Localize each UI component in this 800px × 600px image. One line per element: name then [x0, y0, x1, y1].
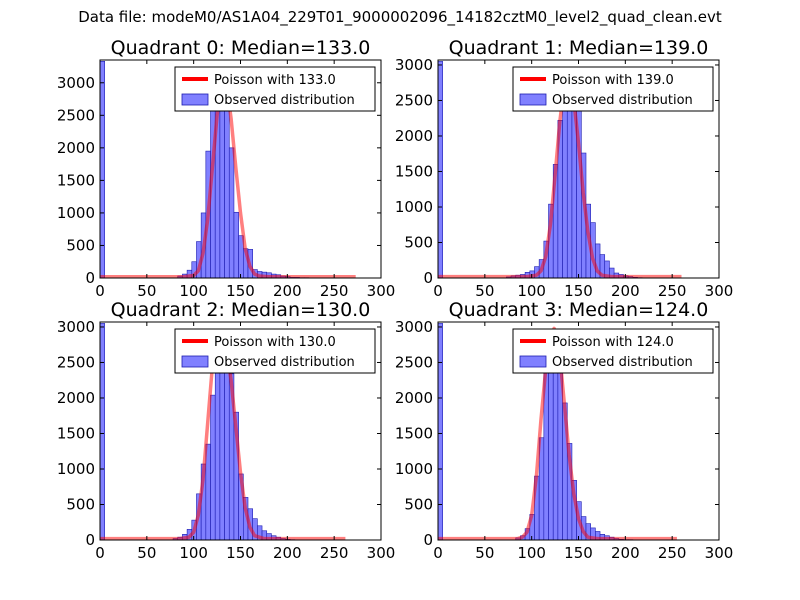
quadrant-0-legend: Poisson with 133.0 Observed distribution [174, 66, 376, 112]
quadrant-3-xtick-label: 300 [705, 544, 734, 562]
quadrant-1-title: Quadrant 1: Median=139.0 [449, 37, 709, 59]
quadrant-0-ytick-label: 1000 [57, 204, 95, 222]
quadrant-3-title: Quadrant 3: Median=124.0 [449, 299, 709, 321]
quadrant-2-legend-bar-label: Observed distribution [214, 355, 355, 370]
quadrant-3-xtick-label: 250 [658, 544, 687, 562]
quadrant-1-ytick-label: 0 [423, 269, 433, 287]
quadrant-2-xtick-label: 300 [367, 544, 396, 562]
quadrant-2-bar [210, 394, 216, 540]
quadrant-3-ytick-label: 1500 [395, 424, 433, 442]
quadrant-0-ytick-label: 3000 [57, 74, 95, 92]
quadrant-2-xtick-label: 150 [226, 544, 255, 562]
quadrant-0-xtick-label: 150 [226, 282, 255, 300]
quadrant-2-ytick-label: 1000 [57, 460, 95, 478]
quadrant-1-xtick-label: 50 [475, 282, 494, 300]
quadrant-0-xtick-label: 250 [320, 282, 349, 300]
quadrant-3-ytick-label: 0 [423, 531, 433, 549]
quadrant-1-ytick-label: 3000 [395, 56, 433, 74]
quadrant-3-chart: 0 50 100 150 200 250 3000500100015002000250030… [395, 299, 734, 562]
quadrant-2-xtick-label: 250 [320, 544, 349, 562]
quadrant-3-ytick-label: 500 [404, 495, 433, 513]
quadrant-2-legend-line-label: Poisson with 130.0 [214, 335, 336, 350]
quadrant-3-xtick-label: 50 [475, 544, 494, 562]
quadrant-1-bar [438, 61, 443, 278]
quadrant-0-legend-bar-label: Observed distribution [214, 93, 355, 108]
quadrant-3-legend-line-label: Poisson with 124.0 [552, 335, 674, 350]
quadrant-0-ytick-label: 0 [85, 269, 95, 287]
quadrant-3-ytick-label: 3000 [395, 318, 433, 336]
quadrant-0-xtick-label: 50 [137, 282, 156, 300]
quadrant-3-xtick-label: 0 [433, 544, 443, 562]
quadrant-1-legend-bar-swatch [519, 93, 547, 106]
quadrant-0-bar [228, 147, 235, 278]
quadrant-0-xtick-label: 300 [367, 282, 396, 300]
quadrant-2-bar [205, 443, 211, 540]
quadrant-1-xtick-label: 300 [705, 282, 734, 300]
quadrant-1-ytick-label: 2000 [395, 127, 433, 145]
quadrant-1-ytick-label: 2500 [395, 91, 433, 109]
quadrant-2-ytick-label: 2500 [57, 353, 95, 371]
quadrant-1-xtick-label: 200 [611, 282, 640, 300]
quadrant-1-xtick-label: 0 [433, 282, 443, 300]
quadrant-2-legend: Poisson with 130.0 Observed distribution [174, 328, 376, 374]
quadrant-1-legend: Poisson with 139.0 Observed distribution [512, 66, 714, 112]
quadrant-2-ytick-label: 1500 [57, 424, 95, 442]
quadrant-2-ytick-label: 2000 [57, 389, 95, 407]
quadrant-3-bar [438, 323, 443, 540]
quadrant-2-chart: 0 50 100 150 200 250 3000500100015002000250030… [57, 299, 396, 562]
quadrant-1-xtick-label: 100 [517, 282, 546, 300]
quadrant-2-bar [214, 356, 221, 540]
quadrant-0-bar [224, 98, 230, 278]
quadrant-1-xtick-label: 150 [564, 282, 593, 300]
quadrant-2-xtick-label: 0 [95, 544, 105, 562]
quadrant-2-title: Quadrant 2: Median=130.0 [111, 299, 371, 321]
quadrant-0-xtick-label: 200 [273, 282, 302, 300]
quadrant-0-chart: 0 50 100 150 200 250 3000500100015002000250030… [57, 37, 396, 300]
quadrant-3-legend-bar-swatch [519, 355, 547, 368]
quadrant-3-ytick-label: 1000 [395, 460, 433, 478]
quadrant-0-legend-bar-swatch [181, 93, 209, 106]
quadrant-2-ytick-label: 0 [85, 531, 95, 549]
quadrant-1-chart: 0 50 100 150 200 250 3000500100015002000250030… [395, 37, 734, 300]
quadrant-3-ytick-label: 2500 [395, 353, 433, 371]
quadrant-2-bar [100, 323, 105, 540]
quadrant-3-legend-bar-label: Observed distribution [552, 355, 693, 370]
quadrant-0-title: Quadrant 0: Median=133.0 [111, 37, 371, 59]
quadrant-0-ytick-label: 2000 [57, 139, 95, 157]
quadrant-2-xtick-label: 200 [273, 544, 302, 562]
quadrant-0-ytick-label: 2500 [57, 106, 95, 124]
quadrant-0-ytick-label: 500 [66, 236, 95, 254]
quadrant-2-xtick-label: 50 [137, 544, 156, 562]
quadrant-1-bar [562, 94, 568, 278]
quadrant-3-xtick-label: 200 [611, 544, 640, 562]
quadrant-1-ytick-label: 500 [404, 233, 433, 251]
quadrant-1-legend-bar-label: Observed distribution [552, 93, 693, 108]
figure-suptitle: Data file: modeM0/AS1A04_229T01_90000020… [78, 8, 722, 26]
quadrant-0-xtick-label: 100 [179, 282, 208, 300]
quadrant-0-legend-line-label: Poisson with 133.0 [214, 73, 336, 88]
quadrant-3-ytick-label: 2000 [395, 389, 433, 407]
quadrant-1-ytick-label: 1000 [395, 198, 433, 216]
quadrant-3-legend: Poisson with 124.0 Observed distribution [512, 328, 714, 374]
quadrant-0-bar [233, 211, 239, 278]
quadrant-3-xtick-label: 100 [517, 544, 546, 562]
quadrant-1-ytick-label: 1500 [395, 162, 433, 180]
quadrant-1-legend-line-label: Poisson with 139.0 [552, 73, 674, 88]
quadrant-2-ytick-label: 500 [66, 495, 95, 513]
quadrant-2-xtick-label: 100 [179, 544, 208, 562]
quadrant-2-bar [224, 347, 230, 540]
quadrant-2-legend-bar-swatch [181, 355, 209, 368]
quadrant-3-xtick-label: 150 [564, 544, 593, 562]
quadrant-0-ytick-label: 1500 [57, 171, 95, 189]
quadrant-2-ytick-label: 3000 [57, 318, 95, 336]
quadrant-1-xtick-label: 250 [658, 282, 687, 300]
quadrant-0-xtick-label: 0 [95, 282, 105, 300]
